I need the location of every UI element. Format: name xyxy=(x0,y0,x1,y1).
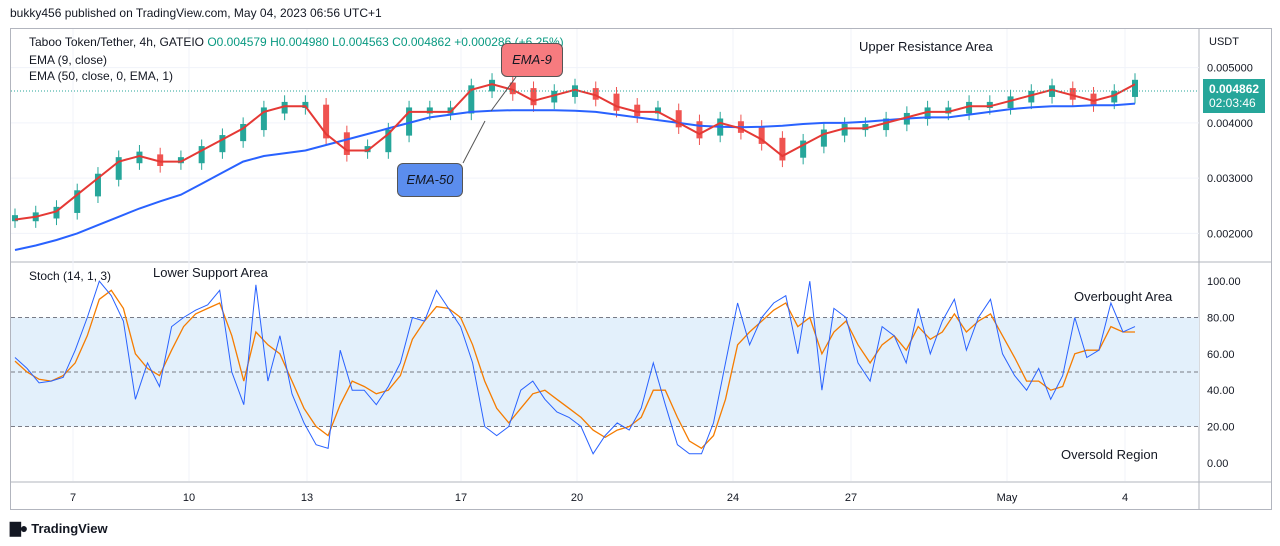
candle-body xyxy=(12,215,18,222)
candle-body xyxy=(675,110,682,128)
price-tick-label: 0.004000 xyxy=(1207,118,1253,130)
candle-body xyxy=(1090,93,1097,106)
stoch-tick-label: 20.00 xyxy=(1207,422,1235,434)
price-tick-label: 0.003000 xyxy=(1207,173,1253,185)
candle-body xyxy=(198,146,205,164)
candle-body xyxy=(157,154,164,166)
candle-body xyxy=(136,151,143,164)
overbought-note: Overbought Area xyxy=(1074,289,1173,304)
legend-ema9: EMA (9, close) xyxy=(29,53,108,67)
ema50-callout: EMA-50 xyxy=(397,163,463,197)
candle-body xyxy=(323,104,330,139)
stoch-tick-label: 0.00 xyxy=(1207,458,1228,470)
stoch-tick-label: 100.00 xyxy=(1207,276,1241,288)
upper-resistance-note: Upper Resistance Area xyxy=(859,39,993,54)
x-tick-label: 10 xyxy=(183,492,195,504)
candle-body xyxy=(385,129,392,153)
price-tick-label: 0.002000 xyxy=(1207,228,1253,240)
oversold-note: Oversold Region xyxy=(1061,447,1158,462)
candle-body xyxy=(654,107,661,114)
stoch-tick-label: 60.00 xyxy=(1207,349,1235,361)
candle-body xyxy=(862,124,869,131)
candle-body xyxy=(115,157,122,180)
stoch-tick-label: 80.00 xyxy=(1207,313,1235,325)
candle-body xyxy=(924,107,931,120)
ema9-pointer xyxy=(490,76,517,112)
footer-brand: TradingView xyxy=(31,521,108,536)
candle-body xyxy=(779,137,786,161)
candle-body xyxy=(530,88,537,106)
stoch-k-line xyxy=(14,280,1136,455)
footer: ▇● TradingView xyxy=(10,520,108,537)
last-price: 0.004862 xyxy=(1209,82,1260,96)
candle-body xyxy=(820,129,827,147)
legend-ema50: EMA (50, close, 0, EMA, 1) xyxy=(29,69,174,83)
candle-body xyxy=(509,82,516,95)
candle-body xyxy=(551,90,558,103)
candle-body xyxy=(945,107,952,114)
candle-body xyxy=(426,107,433,114)
x-tick-label: 7 xyxy=(70,492,76,504)
candle-body xyxy=(966,101,973,114)
stoch-tick-label: 40.00 xyxy=(1207,385,1235,397)
lower-support-note: Lower Support Area xyxy=(153,265,268,280)
candle-body xyxy=(177,157,184,164)
candle-body xyxy=(302,101,309,108)
candle-body xyxy=(281,101,288,114)
legend-symbol: Taboo Token/Tether, 4h, GATEIO xyxy=(29,35,204,49)
tradingview-logo-icon: ▇● xyxy=(10,520,28,536)
price-tick-label: 0.005000 xyxy=(1207,63,1253,75)
candle-body xyxy=(364,146,371,153)
candle-body xyxy=(758,126,765,144)
last-price-tag: 0.004862 02:03:46 xyxy=(1203,79,1265,113)
candle-body xyxy=(74,190,81,213)
x-tick-label: 4 xyxy=(1122,492,1128,504)
x-tick-label: 20 xyxy=(571,492,583,504)
candle-body xyxy=(613,93,620,111)
candle-body xyxy=(447,107,454,114)
candle-body xyxy=(468,85,475,114)
candle-body xyxy=(696,121,703,139)
legend-stoch: Stoch (14, 1, 3) xyxy=(29,269,112,283)
x-tick-label: May xyxy=(997,492,1018,504)
candle-body xyxy=(260,107,267,131)
candle-body xyxy=(800,140,807,158)
candle-body xyxy=(592,88,599,100)
publisher-line: bukky456 published on TradingView.com, M… xyxy=(10,6,382,20)
candle-body xyxy=(1111,90,1118,103)
legend-ohlc: O0.004579 H0.004980 L0.004563 C0.004862 … xyxy=(207,35,564,49)
x-tick-label: 27 xyxy=(845,492,857,504)
x-tick-label: 17 xyxy=(455,492,467,504)
candle-body xyxy=(53,206,60,219)
candle-body xyxy=(1007,96,1014,108)
bar-countdown: 02:03:46 xyxy=(1209,96,1256,110)
stoch-d-line xyxy=(14,289,1135,450)
candle-body xyxy=(489,79,496,92)
ema50-pointer xyxy=(462,120,486,164)
x-tick-label: 24 xyxy=(727,492,739,504)
candle-body xyxy=(240,124,247,142)
candle-body xyxy=(1028,90,1035,103)
ema50-line xyxy=(14,102,1136,251)
candle-body xyxy=(634,104,641,117)
candle-body xyxy=(1069,88,1076,100)
chart-canvas[interactable]: 7 10 13 17 20 24 27 May 4 USDT 0.005000 0.004000 0.0… xyxy=(11,29,1271,509)
candle-body xyxy=(219,135,226,153)
ema9-line xyxy=(14,83,1136,221)
candle-body xyxy=(841,124,848,136)
chart-frame[interactable]: 7 10 13 17 20 24 27 May 4 USDT 0.005000 0.004000 0.0… xyxy=(10,28,1272,510)
x-tick-label: 13 xyxy=(301,492,313,504)
candle-body xyxy=(883,118,890,131)
candle-body xyxy=(94,173,101,197)
candle-body xyxy=(1132,79,1138,97)
currency-axis-label: USDT xyxy=(1209,36,1239,48)
candle-body xyxy=(406,107,413,136)
legend-line-symbol: Taboo Token/Tether, 4h, GATEIO O0.004579… xyxy=(29,35,564,49)
candle-body xyxy=(343,132,350,155)
ema9-callout: EMA-9 xyxy=(501,43,563,77)
candle-body xyxy=(986,101,993,108)
